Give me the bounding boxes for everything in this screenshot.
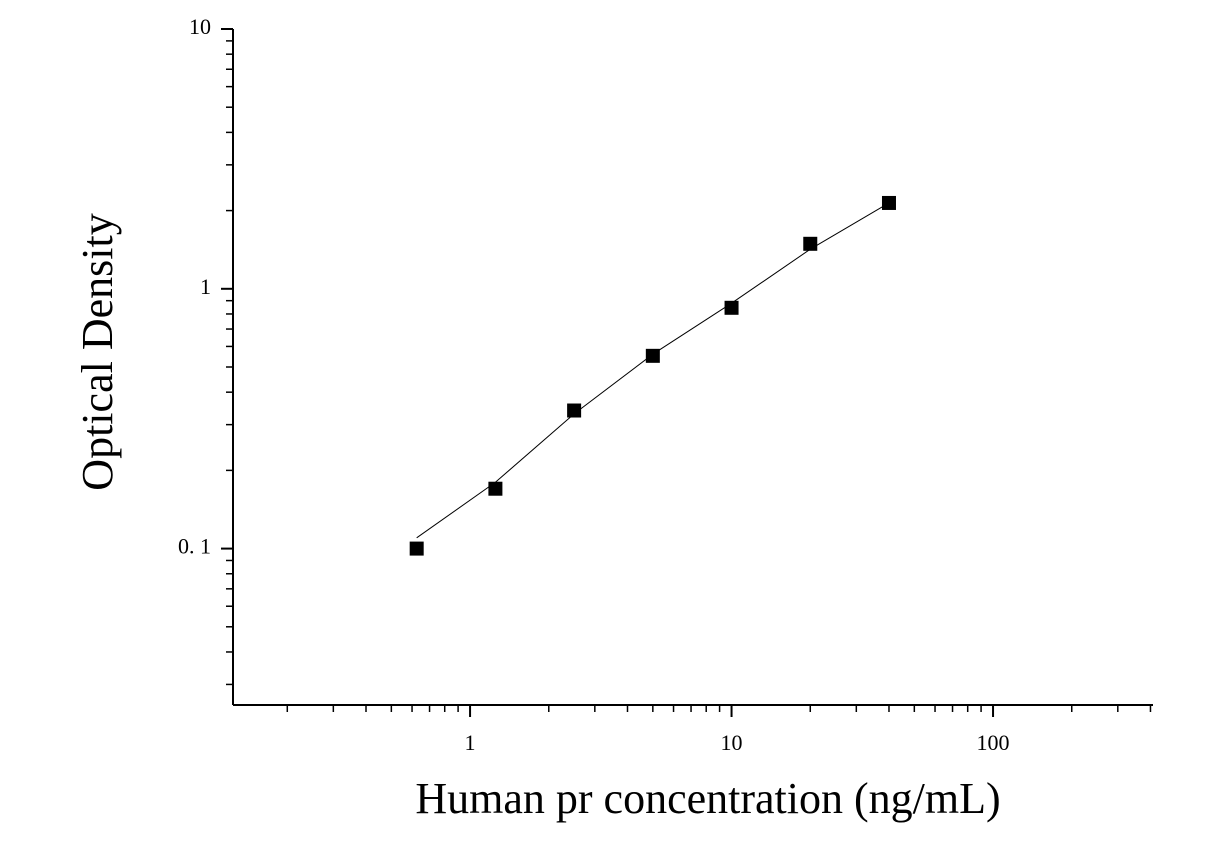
fit-curve [416,202,890,539]
x-axis-title: Human pr concentration (ng/mL) [415,774,1000,823]
data-point [409,541,424,556]
y-tick-label: 10 [189,14,211,39]
y-tick-label: 1 [200,274,211,299]
data-point [724,300,739,315]
y-tick-label: 0. 1 [178,534,211,559]
x-tick-label: 100 [977,730,1010,755]
data-point [488,481,503,496]
y-axis-title: Optical Density [73,213,122,490]
x-tick-label: 1 [465,730,476,755]
data-point [567,403,582,418]
x-tick-label: 10 [721,730,743,755]
